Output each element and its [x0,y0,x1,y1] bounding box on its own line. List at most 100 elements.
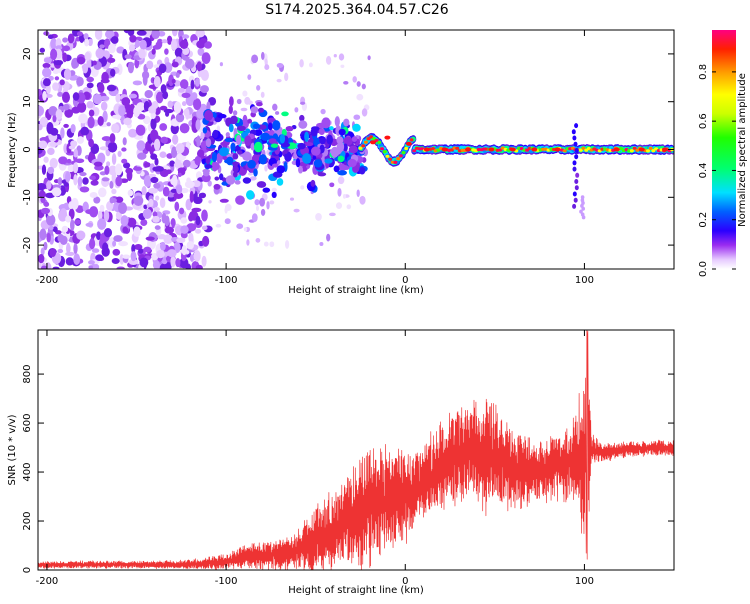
heatmap-cell [181,245,188,256]
heatmap-cell [329,126,334,131]
heatmap-cell [122,226,129,234]
heatmap-cell [371,137,376,141]
colorbar-tick-label: 0.6 [698,113,709,129]
heatmap-cell [186,241,195,250]
heatmap-cell [88,138,94,148]
heatmap-cell [184,180,195,189]
heatmap-cell [138,48,146,59]
heatmap-cell [47,147,55,156]
heatmap-cell [97,116,104,126]
heatmap-cell [236,98,242,105]
heatmap-cell [111,123,120,134]
heatmap-cell [54,76,60,81]
heatmap-cell [163,234,173,244]
heatmap-cell [98,187,107,198]
heatmap-cell [57,248,64,254]
heatmap-cell [115,163,123,176]
heatmap-cell [213,183,221,190]
heatmap-cell [109,133,116,144]
heatmap-cell [40,196,46,204]
heatmap-cell [214,176,220,181]
heatmap-cell [272,120,281,131]
heatmap-cell [259,197,265,207]
heatmap-cell [104,165,110,176]
heatmap-cell [167,249,177,258]
heatmap-cell [233,171,238,178]
heatmap-cell [159,263,167,269]
heatmap-cell [123,117,132,126]
heatmap-cell [441,147,448,152]
heatmap-cell [153,138,161,151]
heatmap-cell [184,58,195,69]
heatmap-cell [111,114,122,119]
heatmap-cell [300,185,305,190]
heatmap-cell [581,146,586,150]
heatmap-cell [108,43,116,54]
heatmap-cell [143,100,150,112]
heatmap-cell [240,107,248,112]
heatmap-cell [260,91,265,98]
heatmap-cell [352,123,361,132]
heatmap-cell [87,38,93,47]
heatmap-cell [70,140,78,148]
heatmap-cell [423,147,430,152]
heatmap-cell [219,62,223,67]
colorbar-tick-label: 0.4 [698,162,709,178]
heatmap-cell [49,248,57,258]
heatmap-cell [155,195,160,201]
heatmap-cell [143,204,148,210]
heatmap-cell [367,55,371,61]
heatmap-cell [229,96,234,107]
heatmap-cell [47,166,55,175]
heatmap-cell [326,134,334,145]
heatmap-cell [257,107,265,113]
heatmap-cell [52,226,58,233]
heatmap-cell [285,126,294,132]
heatmap-cell [93,161,103,167]
heatmap-cell [127,217,137,228]
heatmap-cell [59,79,65,86]
heatmap-cell [159,197,166,209]
heatmap-cell [246,239,250,246]
heatmap-cell [361,83,366,90]
heatmap-cell [337,163,348,171]
heatmap-cell [340,64,345,69]
heatmap-cell [255,238,261,243]
heatmap-cell [284,72,289,82]
heatmap-cell [267,122,273,131]
heatmap-cell [328,212,336,217]
heatmap-cell [76,56,86,65]
heatmap-cell [635,148,640,152]
heatmap-cell [201,209,208,222]
heatmap-cell [284,151,292,162]
heatmap-cell [276,78,282,83]
heatmap-cell [613,147,620,152]
heatmap-cell [175,258,181,268]
heatmap-cell [122,137,127,146]
heatmap-cell [136,140,146,151]
heatmap-cell [175,72,180,78]
heatmap-cell [133,195,144,206]
heatmap-cell [168,74,175,87]
heatmap-cell [97,210,103,221]
heatmap-cell [180,187,189,194]
heatmap-cell [193,98,202,111]
heatmap-cell [87,116,95,129]
heatmap-cell [84,51,91,61]
heatmap-cell [228,105,233,115]
spectrogram-x-tick-label: 100 [575,275,594,286]
colorbar-ticks: 0.0 0.2 0.4 0.6 0.8 [698,64,736,277]
heatmap-cell [45,214,56,226]
heatmap-cell [110,36,119,44]
heatmap-cell [330,146,339,158]
heatmap-cell [525,148,530,152]
heatmap-cell [206,101,211,112]
heatmap-cell [52,114,57,123]
heatmap-cell [173,101,182,114]
heatmap-cell [188,232,194,243]
heatmap-cell [175,143,185,154]
heatmap-cell [136,30,147,36]
spectrogram-y-axis-label: Frequency (Hz) [7,112,18,188]
heatmap-cell [174,201,180,212]
